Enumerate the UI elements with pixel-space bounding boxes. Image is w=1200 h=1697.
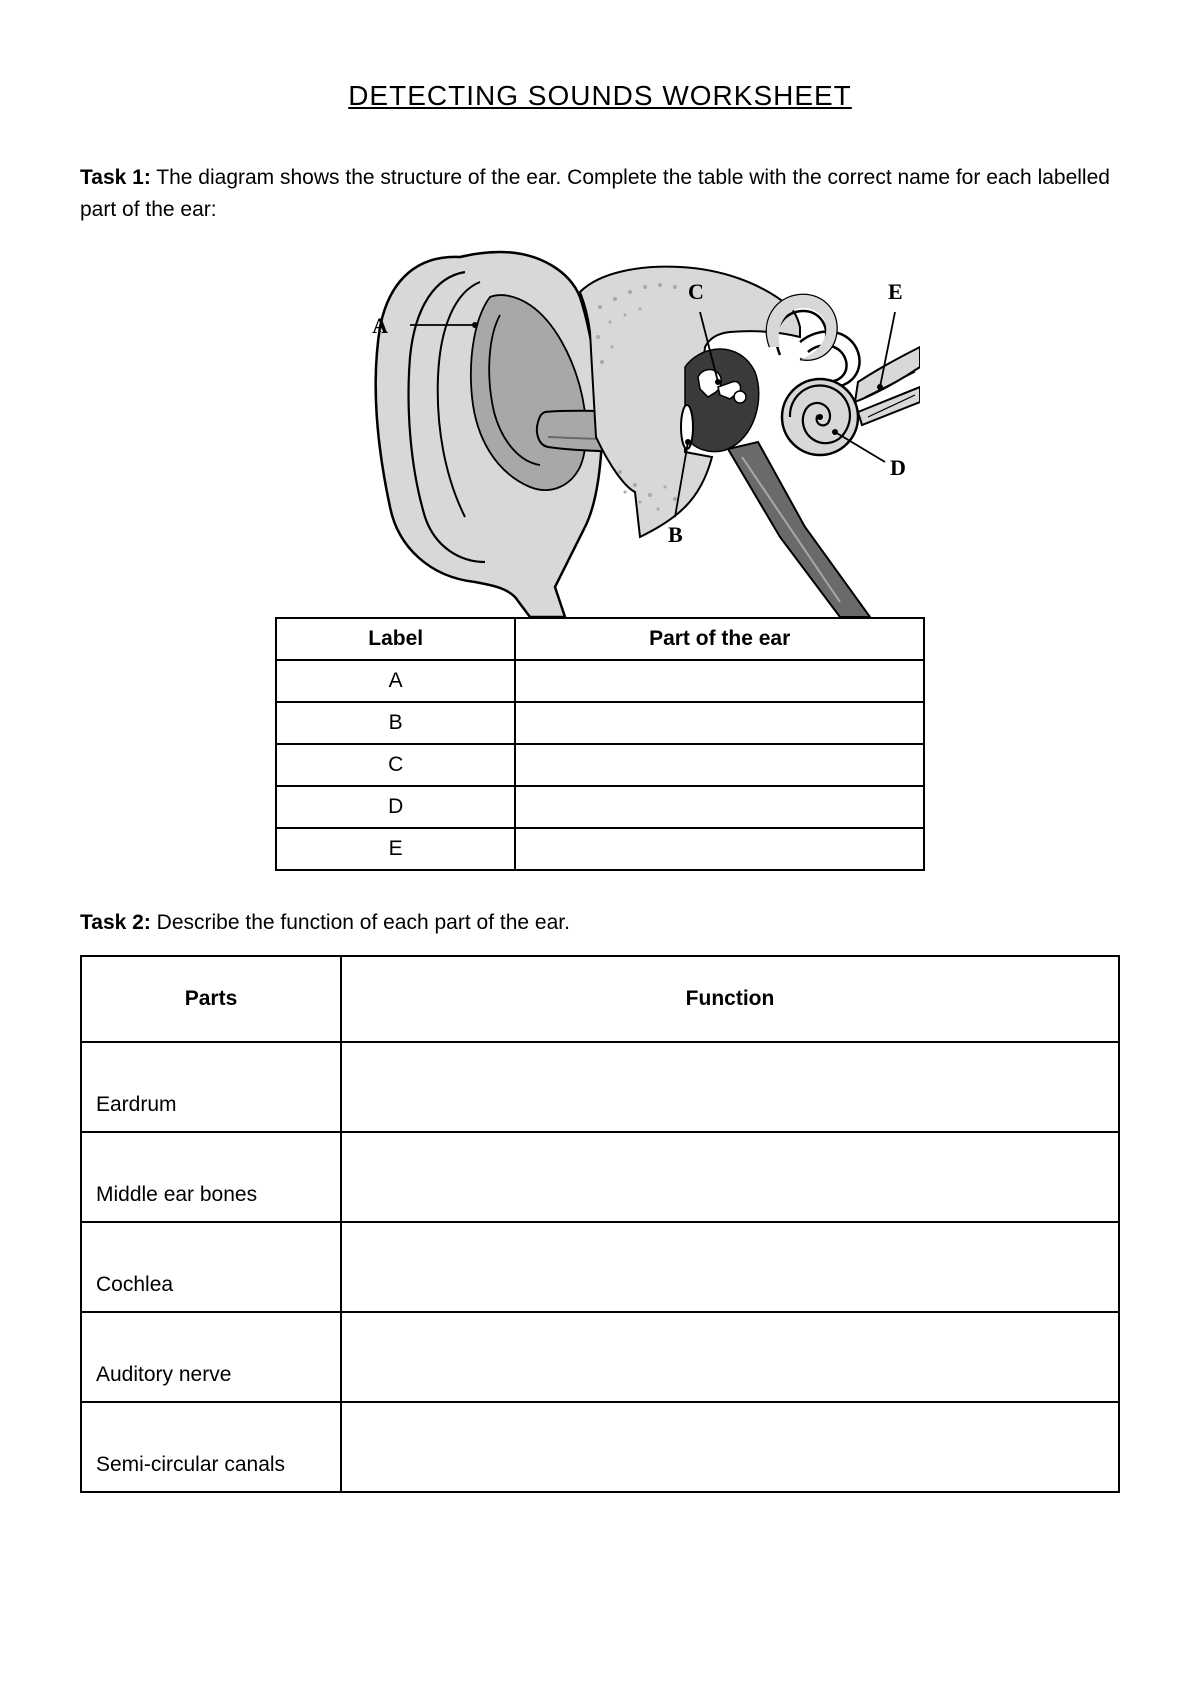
table1-cell-label: E (276, 828, 515, 870)
table-row: Eardrum (81, 1042, 1119, 1132)
table-row: Auditory nerve (81, 1312, 1119, 1402)
task1-label: Task 1: (80, 166, 151, 189)
table2-header-parts: Parts (81, 956, 341, 1042)
table-row: Middle ear bones (81, 1132, 1119, 1222)
task2-label: Task 2: (80, 911, 151, 934)
function-table: Parts Function Eardrum Middle ear bones … (80, 955, 1120, 1493)
table1-header-part: Part of the ear (515, 618, 924, 660)
table1-cell-part[interactable] (515, 786, 924, 828)
task2-text: Describe the function of each part of th… (151, 911, 570, 934)
table2-cell-part: Middle ear bones (81, 1132, 341, 1222)
table2-cell-part: Auditory nerve (81, 1312, 341, 1402)
task1-text: The diagram shows the structure of the e… (80, 166, 1110, 221)
table1-cell-part[interactable] (515, 660, 924, 702)
table-row: Cochlea (81, 1222, 1119, 1312)
table1-cell-part[interactable] (515, 744, 924, 786)
table1-cell-label: D (276, 786, 515, 828)
table2-cell-function[interactable] (341, 1312, 1119, 1402)
table2-cell-function[interactable] (341, 1402, 1119, 1492)
table1-cell-label: C (276, 744, 515, 786)
table2-cell-part: Cochlea (81, 1222, 341, 1312)
table-row: D (276, 786, 924, 828)
table2-cell-part: Semi-circular canals (81, 1402, 341, 1492)
table1-cell-label: B (276, 702, 515, 744)
table1-cell-part[interactable] (515, 702, 924, 744)
table2-cell-part: Eardrum (81, 1042, 341, 1132)
table-row: A (276, 660, 924, 702)
diagram-label-e: E (888, 279, 903, 304)
table2-header-function: Function (341, 956, 1119, 1042)
table1-container: Label Part of the ear A B C D E (80, 617, 1120, 871)
diagram-label-d: D (890, 455, 906, 480)
task1-intro: Task 1: The diagram shows the structure … (80, 162, 1120, 225)
diagram-label-b: B (668, 522, 683, 547)
table-row: B (276, 702, 924, 744)
page-title: DETECTING SOUNDS WORKSHEET (80, 80, 1120, 112)
ear-diagram: A B C D E (280, 237, 920, 617)
task2-intro: Task 2: Describe the function of each pa… (80, 911, 1120, 935)
diagram-label-c: C (688, 279, 704, 304)
table-row: C (276, 744, 924, 786)
diagram-label-a: A (372, 313, 388, 338)
label-table: Label Part of the ear A B C D E (275, 617, 925, 871)
table-row: E (276, 828, 924, 870)
table1-cell-part[interactable] (515, 828, 924, 870)
table2-cell-function[interactable] (341, 1132, 1119, 1222)
table2-cell-function[interactable] (341, 1042, 1119, 1132)
table1-cell-label: A (276, 660, 515, 702)
table2-cell-function[interactable] (341, 1222, 1119, 1312)
table1-header-label: Label (276, 618, 515, 660)
ear-diagram-container: A B C D E (80, 237, 1120, 617)
table-row: Semi-circular canals (81, 1402, 1119, 1492)
